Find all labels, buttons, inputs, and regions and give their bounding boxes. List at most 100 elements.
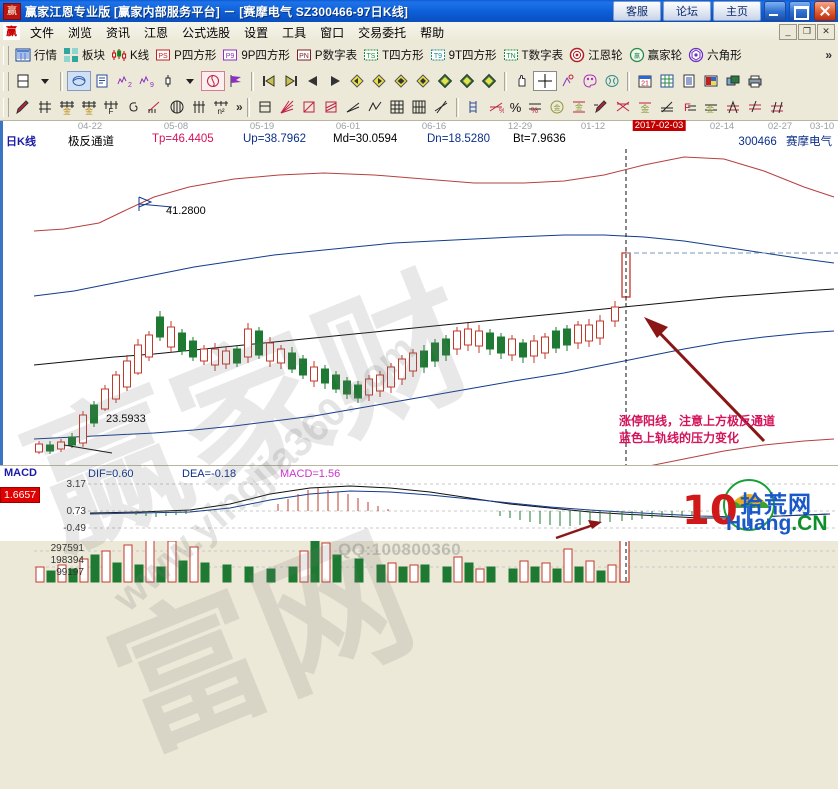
slope-d-button[interactable] bbox=[766, 98, 788, 116]
chart-area[interactable]: 04-22 05-08 05-19 06-01 06-16 12-29 01-1… bbox=[0, 120, 838, 778]
drawing-overflow-button[interactable]: » bbox=[236, 100, 243, 114]
menu-settings[interactable]: 设置 bbox=[244, 25, 269, 40]
period-selector-button[interactable] bbox=[12, 72, 34, 90]
list-button[interactable] bbox=[678, 72, 700, 90]
overlay-button[interactable] bbox=[67, 71, 91, 91]
toolbar-grip[interactable] bbox=[3, 45, 9, 65]
menu-window[interactable]: 窗口 bbox=[320, 25, 345, 40]
gold-a-button[interactable]: 金 bbox=[634, 98, 656, 116]
macd-panel[interactable]: MACD DIF=0.60 DEA=-0.18 MACD=1.56 1.6657… bbox=[0, 465, 838, 541]
toolbar-kline-button[interactable]: K线 bbox=[108, 46, 152, 64]
slope-button[interactable] bbox=[430, 98, 452, 116]
toolbar-quotes-button[interactable]: 行情 bbox=[12, 46, 60, 64]
percent-red-2-button[interactable]: % bbox=[524, 98, 546, 116]
zoom-out-button[interactable] bbox=[412, 72, 434, 90]
candle-width-button[interactable] bbox=[157, 72, 179, 90]
zigzag-button[interactable] bbox=[364, 98, 386, 116]
gann-fan-button[interactable] bbox=[201, 71, 225, 91]
minimize-button[interactable] bbox=[764, 1, 786, 21]
mdi-close-button[interactable]: ✕ bbox=[817, 24, 835, 40]
grid-button[interactable] bbox=[656, 72, 678, 90]
fan-a-button[interactable] bbox=[612, 98, 634, 116]
next-button[interactable] bbox=[324, 72, 346, 90]
prev-button[interactable] bbox=[302, 72, 324, 90]
menu-browse[interactable]: 浏览 bbox=[68, 25, 93, 40]
zoom-h-button[interactable] bbox=[390, 72, 412, 90]
menu-file[interactable]: 文件 bbox=[30, 25, 55, 40]
fib-f2-button[interactable]: F bbox=[678, 98, 700, 116]
homepage-button[interactable]: 主页 bbox=[713, 1, 761, 21]
slope-c-button[interactable] bbox=[744, 98, 766, 116]
menu-formula-screen[interactable]: 公式选股 bbox=[182, 25, 231, 40]
toolbar-t9-square-button[interactable]: T9 9T四方形 bbox=[427, 46, 500, 64]
angle-button[interactable] bbox=[342, 98, 364, 116]
toolbar-winner-wheel-button[interactable]: 赢 赢家轮 bbox=[626, 46, 686, 64]
fib-f-button[interactable]: F bbox=[100, 98, 122, 116]
color-button[interactable] bbox=[700, 72, 722, 90]
maximize-button[interactable] bbox=[789, 1, 811, 21]
gold-b-button[interactable]: 金 bbox=[700, 98, 722, 116]
forum-button[interactable]: 论坛 bbox=[663, 1, 711, 21]
multi9-chart-button[interactable]: 9 bbox=[135, 72, 157, 90]
grid-line-tool-button[interactable] bbox=[34, 98, 56, 116]
toolbar-ts-square-button[interactable]: TS T四方形 bbox=[360, 46, 427, 64]
box-red-button[interactable] bbox=[298, 98, 320, 116]
toolbar-grip[interactable] bbox=[3, 71, 9, 91]
toolbar-ps-square-button[interactable]: PS P四方形 bbox=[152, 46, 219, 64]
last-page-button[interactable] bbox=[280, 72, 302, 90]
ladder-button[interactable] bbox=[463, 98, 485, 116]
toolbar-p9-square-button[interactable]: P9 9P四方形 bbox=[219, 46, 293, 64]
zoom-fit-button[interactable] bbox=[456, 72, 478, 90]
candle-width-dropdown-button[interactable] bbox=[179, 72, 201, 90]
zoom-reset-button[interactable] bbox=[478, 72, 500, 90]
menu-tools[interactable]: 工具 bbox=[282, 25, 307, 40]
toolbar-overflow-button[interactable]: » bbox=[825, 48, 832, 62]
zoom-right-button[interactable] bbox=[368, 72, 390, 90]
brain-button[interactable] bbox=[601, 72, 623, 90]
circle-grid-button[interactable] bbox=[166, 98, 188, 116]
mdi-restore-button[interactable]: ❐ bbox=[798, 24, 816, 40]
calendar-button[interactable]: 21 bbox=[634, 72, 656, 90]
toolbar-grip[interactable] bbox=[3, 97, 9, 117]
toolbar-pn-table-button[interactable]: PN P数字表 bbox=[293, 46, 360, 64]
gann-gold-1-button[interactable]: 金 bbox=[56, 98, 78, 116]
grid-b-button[interactable] bbox=[408, 98, 430, 116]
close-button[interactable] bbox=[814, 1, 836, 21]
slope-b-button[interactable] bbox=[722, 98, 744, 116]
hand-pan-button[interactable] bbox=[511, 72, 533, 90]
spiral-button[interactable] bbox=[122, 98, 144, 116]
slope-a-button[interactable] bbox=[656, 98, 678, 116]
first-page-button[interactable] bbox=[258, 72, 280, 90]
n-square-button[interactable]: n² bbox=[210, 98, 232, 116]
layers-button[interactable] bbox=[722, 72, 744, 90]
gann-gold-2-button[interactable]: 金 bbox=[78, 98, 100, 116]
box-tool-button[interactable] bbox=[254, 98, 276, 116]
print-button[interactable] bbox=[744, 72, 766, 90]
report-button[interactable] bbox=[91, 72, 113, 90]
zoom-left-button[interactable] bbox=[346, 72, 368, 90]
grid-a-button[interactable] bbox=[386, 98, 408, 116]
multi2-chart-button[interactable]: 2 bbox=[113, 72, 135, 90]
fan-red-button[interactable] bbox=[276, 98, 298, 116]
gold-bar-button[interactable]: 金 bbox=[568, 98, 590, 116]
gold-circle-button[interactable]: 金 bbox=[546, 98, 568, 116]
zoom-in-button[interactable] bbox=[434, 72, 456, 90]
pen-line-button[interactable] bbox=[144, 98, 166, 116]
menu-trade[interactable]: 交易委托 bbox=[358, 25, 407, 40]
toolbar-sector-button[interactable]: 板块 bbox=[60, 46, 108, 64]
mdi-minimize-button[interactable]: _ bbox=[779, 24, 797, 40]
draw-tool-button[interactable] bbox=[557, 72, 579, 90]
pen-red-button[interactable] bbox=[590, 98, 612, 116]
crosshair-button[interactable] bbox=[533, 71, 557, 91]
menu-news[interactable]: 资讯 bbox=[106, 25, 131, 40]
flag-button[interactable] bbox=[225, 72, 247, 90]
grid-line-2-button[interactable] bbox=[188, 98, 210, 116]
toolbar-gann-wheel-button[interactable]: 江恩轮 bbox=[566, 46, 626, 64]
percent-red-button[interactable]: % bbox=[485, 98, 507, 116]
pen-tool-button[interactable] bbox=[12, 98, 34, 116]
menu-gann[interactable]: 江恩 bbox=[144, 25, 169, 40]
box-hatch-button[interactable] bbox=[320, 98, 342, 116]
toolbar-hexagon-button[interactable]: 六角形 bbox=[685, 46, 745, 64]
toolbar-tn-table-button[interactable]: TN T数字表 bbox=[500, 46, 567, 64]
period-dropdown-button[interactable] bbox=[34, 72, 56, 90]
